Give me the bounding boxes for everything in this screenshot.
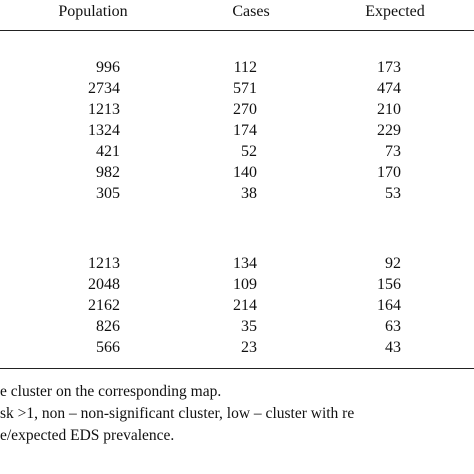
- table-cell: 52: [241, 143, 257, 160]
- table-cell: 92: [385, 255, 401, 272]
- table-cell: 140: [233, 164, 257, 181]
- table-cell: 174: [233, 122, 257, 139]
- table-cell: 43: [385, 339, 401, 356]
- table-cell: 474: [377, 80, 401, 97]
- footnote: sk >1, non – non-significant cluster, lo…: [0, 405, 355, 422]
- table-cell: 134: [233, 255, 257, 272]
- table-cell: 35: [241, 318, 257, 335]
- table-cell: 2162: [88, 297, 120, 314]
- table-cell: 112: [233, 59, 257, 76]
- table-cell: 305: [96, 185, 120, 202]
- table-cell: 173: [377, 59, 401, 76]
- table-cell: 109: [233, 276, 257, 293]
- column-header: Cases: [232, 3, 270, 20]
- table-cell: 826: [96, 318, 120, 335]
- header-rule: [0, 30, 474, 31]
- table-cell: 2734: [88, 80, 120, 97]
- table-cell: 982: [96, 164, 120, 181]
- table-cell: 38: [241, 185, 257, 202]
- table-cell: 571: [233, 80, 257, 97]
- footnote: e cluster on the corresponding map.: [0, 383, 222, 400]
- bottom-rule: [0, 368, 474, 369]
- column-header: Population: [58, 3, 128, 20]
- table-cell: 23: [241, 339, 257, 356]
- table-cell: 214: [233, 297, 257, 314]
- table-cell: 170: [377, 164, 401, 181]
- table-cell: 1324: [88, 122, 120, 139]
- table-cell: 1213: [88, 101, 120, 118]
- table-cell: 53: [385, 185, 401, 202]
- table-cell: 996: [96, 59, 120, 76]
- footnote: e/expected EDS prevalence.: [0, 427, 175, 444]
- table-cell: 2048: [88, 276, 120, 293]
- table-cell: 210: [377, 101, 401, 118]
- table-cell: 421: [96, 143, 120, 160]
- table-cell: 566: [96, 339, 120, 356]
- table-cell: 156: [377, 276, 401, 293]
- table-cell: 164: [377, 297, 401, 314]
- table-cell: 1213: [88, 255, 120, 272]
- column-header: Expected: [365, 3, 425, 20]
- table-cell: 229: [377, 122, 401, 139]
- table-cell: 270: [233, 101, 257, 118]
- table-cell: 73: [385, 143, 401, 160]
- table-cell: 63: [385, 318, 401, 335]
